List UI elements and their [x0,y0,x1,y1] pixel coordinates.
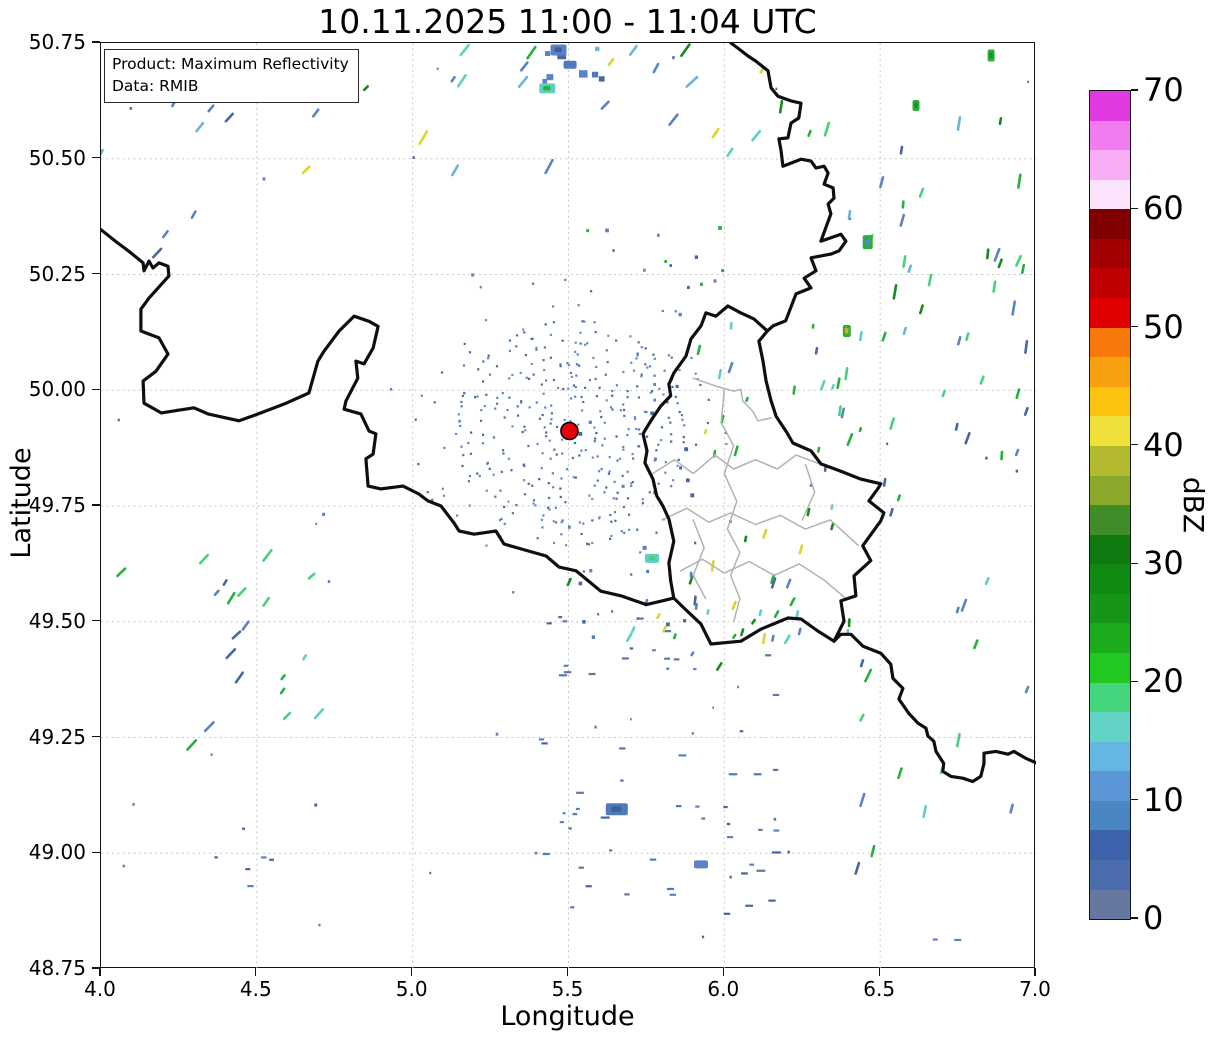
x-tick-mark [255,968,257,976]
y-tick-mark [92,272,100,275]
colorbar-tick-label: 10 [1143,780,1184,819]
y-tick-label: 48.75 [28,956,86,980]
colorbar-tick-mark [1131,89,1138,91]
colorbar-tick-mark [1131,799,1138,801]
colorbar-segment [1090,327,1130,358]
y-tick-label: 49.25 [28,724,86,749]
colorbar-segment [1090,150,1130,180]
colorbar-tick-label: 20 [1143,662,1184,701]
product-label: Product: Maximum Reflectivity [112,55,349,73]
y-tick-mark [92,967,100,969]
radar-site-marker [560,421,579,441]
x-tick-label: 5.0 [395,977,428,1001]
colorbar-label: dBZ [1177,476,1210,534]
colorbar-tick-label: 60 [1143,189,1184,228]
colorbar-tick-mark [1131,562,1138,564]
x-tick-label: 4.0 [84,977,116,1001]
colorbar-segment [1090,238,1130,269]
colorbar-tick-mark [1131,325,1138,328]
colorbar-tick-label: 0 [1143,899,1164,937]
colorbar-segment [1090,475,1130,506]
colorbar-segment [1090,179,1130,210]
colorbar-tick-mark [1131,207,1138,209]
data-source-label: Data: RMIB [112,77,199,95]
y-tick-label: 49.50 [28,608,86,633]
x-tick-label: 6.5 [863,977,896,1001]
colorbar-segment [1090,771,1130,801]
colorbar-segment [1090,800,1130,831]
y-tick-label: 50.00 [28,377,86,402]
x-axis-label: Longitude [500,1001,635,1032]
x-tick-mark [411,968,413,976]
colorbar-segment [1090,623,1130,653]
y-tick-mark [92,504,100,506]
x-tick-label: 5.5 [551,977,584,1001]
x-tick-mark [1034,968,1036,976]
map-plot-area: Product: Maximum Reflectivity Data: RMIB [100,42,1036,969]
y-tick-mark [92,620,100,622]
y-tick-label: 50.25 [28,261,86,286]
colorbar-segment [1090,741,1130,772]
y-tick-label: 50.75 [28,30,86,54]
colorbar-tick-label: 50 [1143,307,1184,346]
y-tick-mark [92,41,100,43]
colorbar-segment [1090,268,1130,299]
colorbar-segment [1090,209,1130,239]
colorbar-segment [1090,889,1130,920]
x-tick-label: 6.0 [707,977,740,1001]
colorbar-segment [1090,652,1130,683]
x-tick-mark [566,968,569,976]
national-borders [101,43,1036,784]
colorbar-tick-mark [1131,917,1138,919]
y-tick-label: 49.75 [28,493,86,517]
figure-title: 10.11.2025 11:00 - 11:04 UTC [318,2,817,41]
colorbar-segment [1090,386,1130,417]
x-tick-mark [722,968,724,976]
y-tick-label: 49.00 [28,840,86,865]
x-tick-mark [878,968,880,976]
y-tick-label: 50.50 [28,145,86,170]
info-box: Product: Maximum Reflectivity Data: RMIB [104,49,359,103]
colorbar-tick-mark [1131,680,1138,683]
colorbar-tick-label: 70 [1143,71,1184,109]
colorbar-segment [1090,830,1130,861]
colorbar-tick-mark [1131,444,1138,446]
colorbar [1089,90,1131,920]
y-tick-mark [92,388,100,390]
x-tick-label: 4.5 [239,977,272,1001]
y-tick-mark [92,735,100,738]
colorbar-tick-label: 30 [1143,544,1184,583]
x-tick-label: 7.0 [1019,977,1051,1001]
colorbar-segment [1090,416,1130,446]
y-tick-mark [92,157,100,159]
y-tick-mark [92,851,100,853]
colorbar-segment [1090,505,1130,535]
colorbar-tick-label: 40 [1143,425,1184,464]
colorbar-segment [1090,534,1130,565]
colorbar-segment [1090,445,1130,476]
radar-echoes [101,43,1030,942]
grid-lines [101,43,1036,969]
colorbar-segment [1090,593,1130,624]
colorbar-segment [1090,564,1130,594]
colorbar-segment [1090,860,1130,890]
colorbar-segment [1090,682,1130,713]
map-canvas [101,43,1036,969]
regional-borders [651,377,860,623]
x-tick-mark [99,968,101,976]
colorbar-segment [1090,357,1130,387]
colorbar-segment [1090,298,1130,328]
colorbar-segment [1090,712,1130,742]
colorbar-segment [1090,91,1130,121]
colorbar-segment [1090,120,1130,151]
